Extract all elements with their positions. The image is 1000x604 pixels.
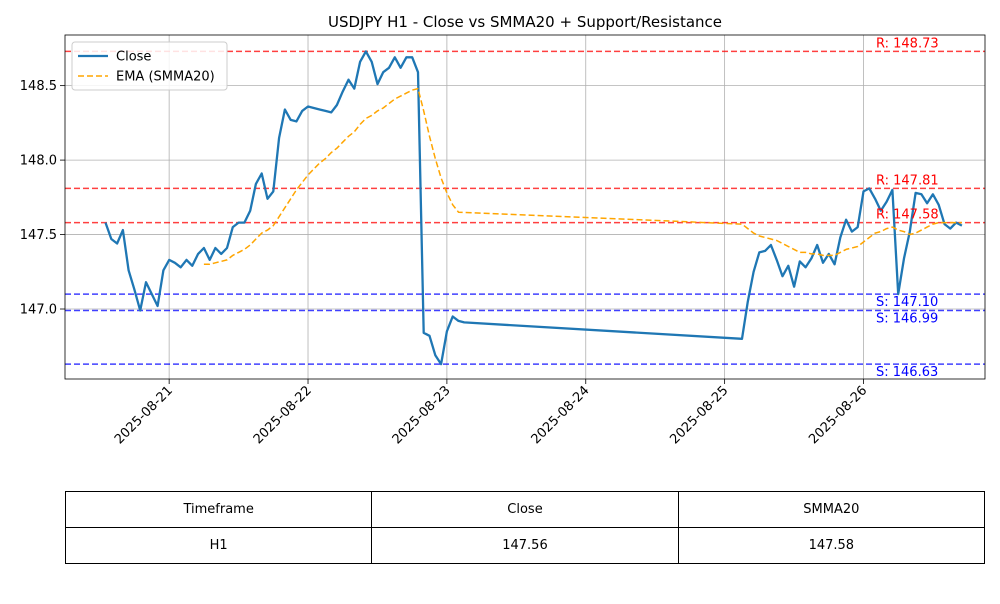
resistance-label: R: 147.58 xyxy=(876,208,939,223)
table-header-cell: SMMA20 xyxy=(677,491,986,528)
level-labels: R: 148.73R: 147.81R: 147.58S: 147.10S: 1… xyxy=(876,36,939,380)
x-tick-label: 2025-08-21 xyxy=(112,383,176,447)
support-label: S: 146.63 xyxy=(876,365,938,380)
y-tick-label: 147.5 xyxy=(20,228,57,243)
x-tick-label: 2025-08-26 xyxy=(806,383,870,447)
table-header-cell: Close xyxy=(371,491,679,528)
legend-label: EMA (SMMA20) xyxy=(116,70,215,85)
plot-frame xyxy=(64,34,986,380)
resistance-label: R: 147.81 xyxy=(876,173,939,188)
table-header-row: Timeframe Close SMMA20 xyxy=(64,491,986,528)
table-row: H1 147.56 147.58 xyxy=(64,527,986,564)
x-tick-label: 2025-08-23 xyxy=(390,383,454,447)
x-tick-label: 2025-08-22 xyxy=(251,383,315,447)
grid xyxy=(65,35,985,379)
table-cell-smma20: 147.58 xyxy=(677,527,986,564)
support-label: S: 147.10 xyxy=(876,295,938,310)
x-tick-label: 2025-08-25 xyxy=(667,383,731,447)
table-header-cell: Timeframe xyxy=(64,491,373,528)
y-tick-label: 148.0 xyxy=(20,154,57,169)
summary-table: Timeframe Close SMMA20 H1 147.56 147.58 xyxy=(64,491,986,564)
chart-title: USDJPY H1 - Close vs SMMA20 + Support/Re… xyxy=(328,13,722,31)
y-tick-label: 147.0 xyxy=(20,303,57,318)
support-resistance-levels xyxy=(65,50,985,365)
smma20-line xyxy=(203,87,962,266)
table-cell-timeframe: H1 xyxy=(64,527,373,564)
legend-box xyxy=(71,41,228,91)
x-tick-label: 2025-08-24 xyxy=(529,383,593,447)
legend-label: Close xyxy=(116,50,151,65)
plot-series xyxy=(104,50,963,366)
close-line xyxy=(104,50,963,366)
table-cell-close: 147.56 xyxy=(371,527,679,564)
y-tick-label: 148.5 xyxy=(20,79,57,94)
resistance-label: R: 148.73 xyxy=(876,36,939,51)
support-label: S: 146.99 xyxy=(876,311,938,326)
legend: Close EMA (SMMA20) xyxy=(71,41,228,91)
